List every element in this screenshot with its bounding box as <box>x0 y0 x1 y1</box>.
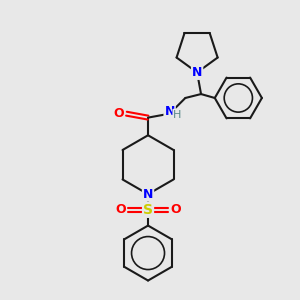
Text: N: N <box>192 66 202 79</box>
Text: N: N <box>164 105 175 118</box>
Text: S: S <box>143 203 153 217</box>
Text: O: O <box>170 203 181 216</box>
Text: N: N <box>143 188 153 201</box>
Text: O: O <box>113 107 124 120</box>
Text: H: H <box>173 110 182 120</box>
Text: O: O <box>115 203 126 216</box>
